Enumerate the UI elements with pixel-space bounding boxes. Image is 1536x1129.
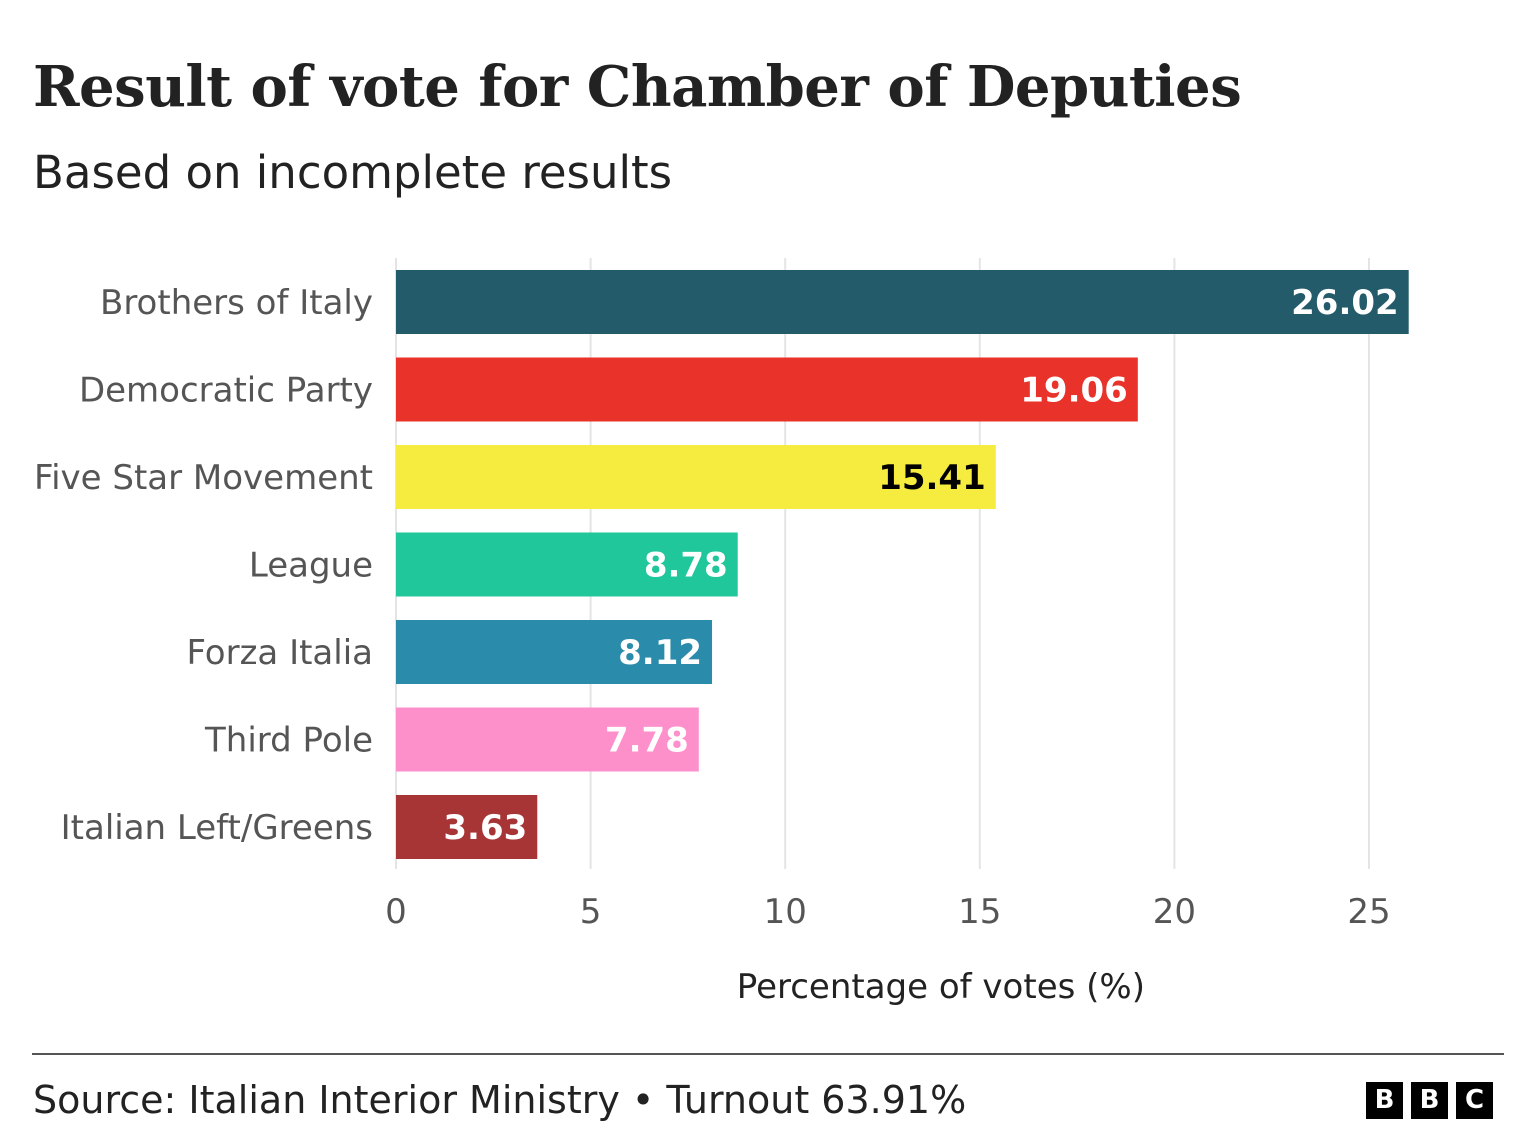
category-label: Brothers of Italy bbox=[100, 283, 373, 323]
category-label: Five Star Movement bbox=[34, 458, 373, 498]
bar bbox=[396, 357, 1138, 422]
bar bbox=[396, 270, 1409, 334]
x-tick-label: 5 bbox=[580, 892, 602, 932]
bar-chart: 0 5 10 15 20 25 Brothers of Italy 26.02 Democrat… bbox=[34, 258, 1409, 1007]
data-label: 19.06 bbox=[1020, 371, 1128, 411]
bar bbox=[396, 795, 538, 859]
x-axis-label: Percentage of votes (%) bbox=[737, 967, 1145, 1007]
bbc-logo-letter: C bbox=[1456, 1082, 1493, 1119]
data-label: 26.02 bbox=[1291, 283, 1399, 323]
footer-divider bbox=[32, 1053, 1504, 1055]
data-label: 3.63 bbox=[443, 808, 527, 848]
x-tick-label: 0 bbox=[385, 892, 407, 932]
chart-title: Result of vote for Chamber of Deputies bbox=[33, 54, 1242, 120]
data-label: 15.41 bbox=[878, 458, 986, 498]
bar bbox=[396, 707, 699, 772]
category-label: Forza Italia bbox=[186, 633, 373, 673]
bbc-logo-letter: B bbox=[1366, 1082, 1403, 1119]
data-label: 8.78 bbox=[644, 546, 728, 586]
source-note: Source: Italian Interior Ministry • Turn… bbox=[33, 1078, 967, 1122]
chart-subtitle: Based on incomplete results bbox=[33, 146, 673, 199]
category-label: League bbox=[249, 546, 373, 586]
bar bbox=[396, 532, 738, 597]
category-label: Italian Left/Greens bbox=[61, 808, 373, 848]
category-label: Democratic Party bbox=[79, 371, 373, 411]
x-tick-label: 20 bbox=[1153, 892, 1196, 932]
category-label: Third Pole bbox=[204, 721, 373, 761]
x-tick-label: 10 bbox=[764, 892, 807, 932]
x-tick-label: 15 bbox=[958, 892, 1001, 932]
data-label: 7.78 bbox=[605, 721, 689, 761]
bar bbox=[396, 445, 996, 509]
x-tick-label: 25 bbox=[1347, 892, 1390, 932]
bbc-logo: B B C bbox=[1366, 1082, 1493, 1119]
bar bbox=[396, 620, 713, 684]
bbc-logo-letter: B bbox=[1411, 1082, 1448, 1119]
data-label: 8.12 bbox=[618, 633, 702, 673]
